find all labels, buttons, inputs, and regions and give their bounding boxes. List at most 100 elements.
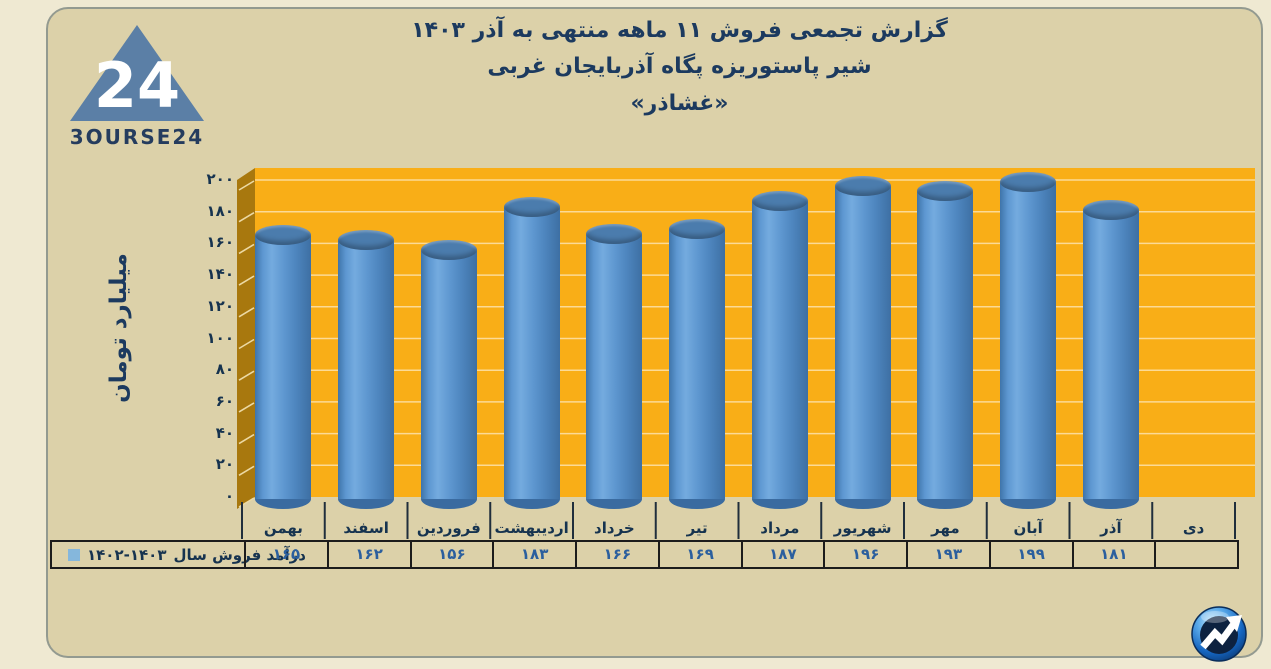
wall-notch — [238, 370, 255, 381]
y-tick-label: ۰ — [224, 487, 234, 505]
icon-gloss — [1201, 611, 1229, 623]
wall-notches — [238, 180, 255, 508]
bar — [1000, 171, 1057, 509]
trend-arrow-icon — [1191, 606, 1247, 662]
legend-label: درآمد فروش سال — [173, 545, 306, 564]
month-cell: مهر — [931, 519, 960, 537]
icon-arrowhead — [1226, 615, 1242, 632]
title-line-3: «غشاذر» — [630, 91, 729, 116]
wall-notch — [238, 212, 255, 223]
legend-years: ۱۴۰۲-۱۴۰۳ — [87, 545, 167, 564]
bar — [586, 223, 643, 509]
value-cell: ۱۶۶ — [575, 542, 658, 567]
bar — [503, 196, 560, 509]
bar-top-cap — [669, 219, 726, 240]
wall-notch — [238, 307, 255, 318]
plot-left-wall — [237, 168, 255, 509]
bar-top-cap — [834, 176, 891, 197]
bar — [751, 190, 808, 509]
bar — [255, 225, 312, 509]
wall-notch — [238, 180, 255, 191]
infographic-card: 24 3OURSE24 گزارش تجمعی فروش ۱۱ ماهه منت… — [46, 7, 1263, 662]
value-cell: ۱۹۶ — [823, 542, 906, 567]
logo-brand-text: 3OURSE24 — [69, 125, 205, 149]
bar — [669, 219, 726, 509]
y-tick-label: ۲۰ — [215, 455, 234, 474]
bar-top-cap — [255, 225, 312, 246]
y-tick-label: ۶۰ — [215, 391, 234, 410]
x-axis-ticks — [241, 502, 1236, 539]
month-cell: اردیبهشت — [494, 519, 569, 537]
value-cell: ۱۸۱ — [1071, 542, 1155, 567]
title-line-1: گزارش تجمعی فروش ۱۱ ماهه منتهی به آذر ۱۴… — [411, 18, 948, 43]
bar-body — [917, 191, 974, 499]
wall-notch — [238, 402, 255, 413]
y-tick-label: ۸۰ — [215, 360, 234, 379]
value-cell: ۱۸۳ — [492, 542, 575, 567]
month-cell: شهریور — [833, 519, 892, 537]
y-tick-label: ۱۴۰ — [206, 265, 234, 284]
bar-body — [338, 240, 395, 499]
y-tick-label: ۱۶۰ — [206, 233, 234, 252]
bar-body — [834, 186, 891, 499]
y-tick-label: ۱۸۰ — [206, 201, 234, 220]
icon-zigzag-arrow — [1200, 622, 1236, 650]
wall-notch — [238, 465, 255, 476]
wall-notch — [238, 243, 255, 255]
bar-top-cap — [751, 190, 808, 211]
month-cell: دی — [1182, 519, 1205, 537]
bar-body — [1000, 181, 1057, 499]
bar-body — [751, 200, 808, 499]
bar-body — [1082, 210, 1139, 499]
month-cell: فروردین — [416, 519, 481, 537]
value-cell — [1154, 542, 1237, 567]
month-cell: بهمن — [263, 519, 303, 537]
value-cell: ۱۸۷ — [740, 542, 824, 567]
y-axis-title: میلیارد تومان — [106, 253, 132, 403]
legend-cell: ۱۴۰۲-۱۴۰۳ درآمد فروش سال — [52, 542, 306, 567]
value-cell: ۱۵۶ — [409, 542, 493, 567]
value-cell: ۱۶۹ — [657, 542, 741, 567]
bar-top-cap — [586, 223, 643, 244]
bar-body — [420, 249, 477, 499]
value-cell: ۱۶۲ — [326, 542, 410, 567]
value-cell: ۱۹۳ — [906, 542, 989, 567]
value-cell: ۱۶۵ — [244, 542, 327, 567]
bar-body — [503, 206, 560, 499]
bourse24-logo: 24 3OURSE24 — [62, 21, 212, 151]
bar — [1082, 200, 1139, 509]
logo-number-24: 24 — [94, 49, 180, 122]
wall-notch — [238, 275, 255, 286]
bar-body — [669, 229, 726, 499]
month-cell: تیر — [686, 519, 708, 537]
bar-body — [586, 233, 643, 499]
bar-top-cap — [338, 230, 395, 251]
bar — [338, 230, 395, 509]
logo-triangle — [70, 25, 204, 121]
chart-title-block: گزارش تجمعی فروش ۱۱ ماهه منتهی به آذر ۱۴… — [218, 13, 1141, 123]
bourse24-logo-icon: 24 — [70, 25, 204, 122]
bar-top-cap — [503, 196, 560, 217]
month-cell: آبان — [1013, 519, 1043, 537]
bar-top-cap — [917, 181, 974, 202]
values-table: ۱۴۰۲-۱۴۰۳ درآمد فروش سال ۱۶۵ ۱۶۲ ۱۵۶ ۱۸۳ ۱۶۶… — [50, 540, 1239, 569]
title-line-2: شیر پاستوریزه پگاه آذربایجان غربی — [487, 54, 872, 79]
bar-body — [255, 235, 312, 499]
bar — [834, 176, 891, 509]
wall-notch — [238, 433, 255, 445]
bar — [420, 239, 477, 509]
y-tick-label: ۴۰ — [215, 423, 234, 442]
month-cell: خرداد — [594, 519, 635, 537]
value-cell: ۱۹۹ — [988, 542, 1072, 567]
y-tick-label: ۱۰۰ — [206, 328, 234, 347]
month-cell: آذر — [1100, 519, 1122, 537]
bar-top-cap — [1082, 200, 1139, 221]
bar-top-cap — [1000, 171, 1057, 192]
wall-notch — [238, 338, 255, 350]
y-tick-label: ۲۰۰ — [206, 170, 234, 188]
month-cell: مرداد — [760, 519, 800, 537]
month-cell: اسفند — [343, 519, 389, 537]
bar-top-cap — [420, 239, 477, 260]
bar — [917, 181, 974, 509]
